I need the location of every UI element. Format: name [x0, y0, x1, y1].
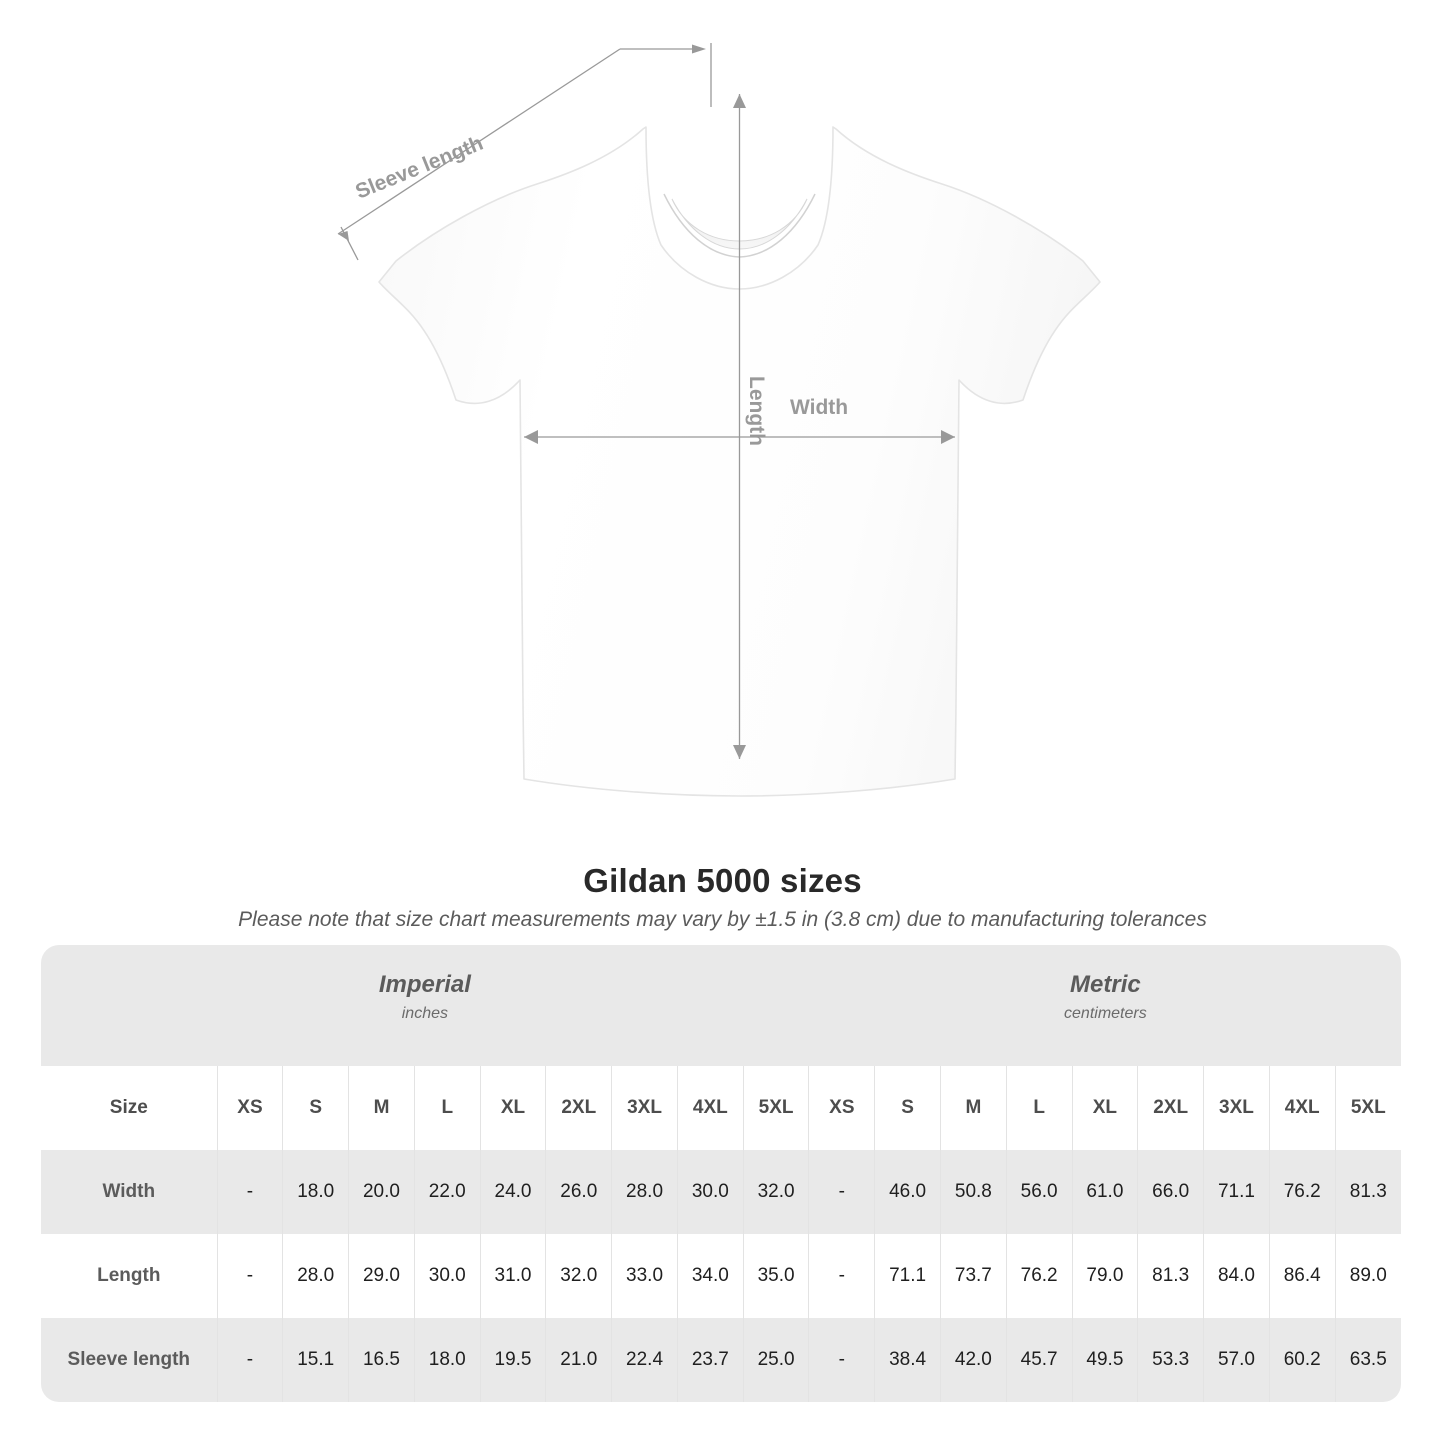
svg-text:Width: Width [790, 396, 848, 419]
svg-text:Sleeve length: Sleeve length [352, 132, 486, 204]
svg-text:Length: Length [745, 376, 768, 446]
